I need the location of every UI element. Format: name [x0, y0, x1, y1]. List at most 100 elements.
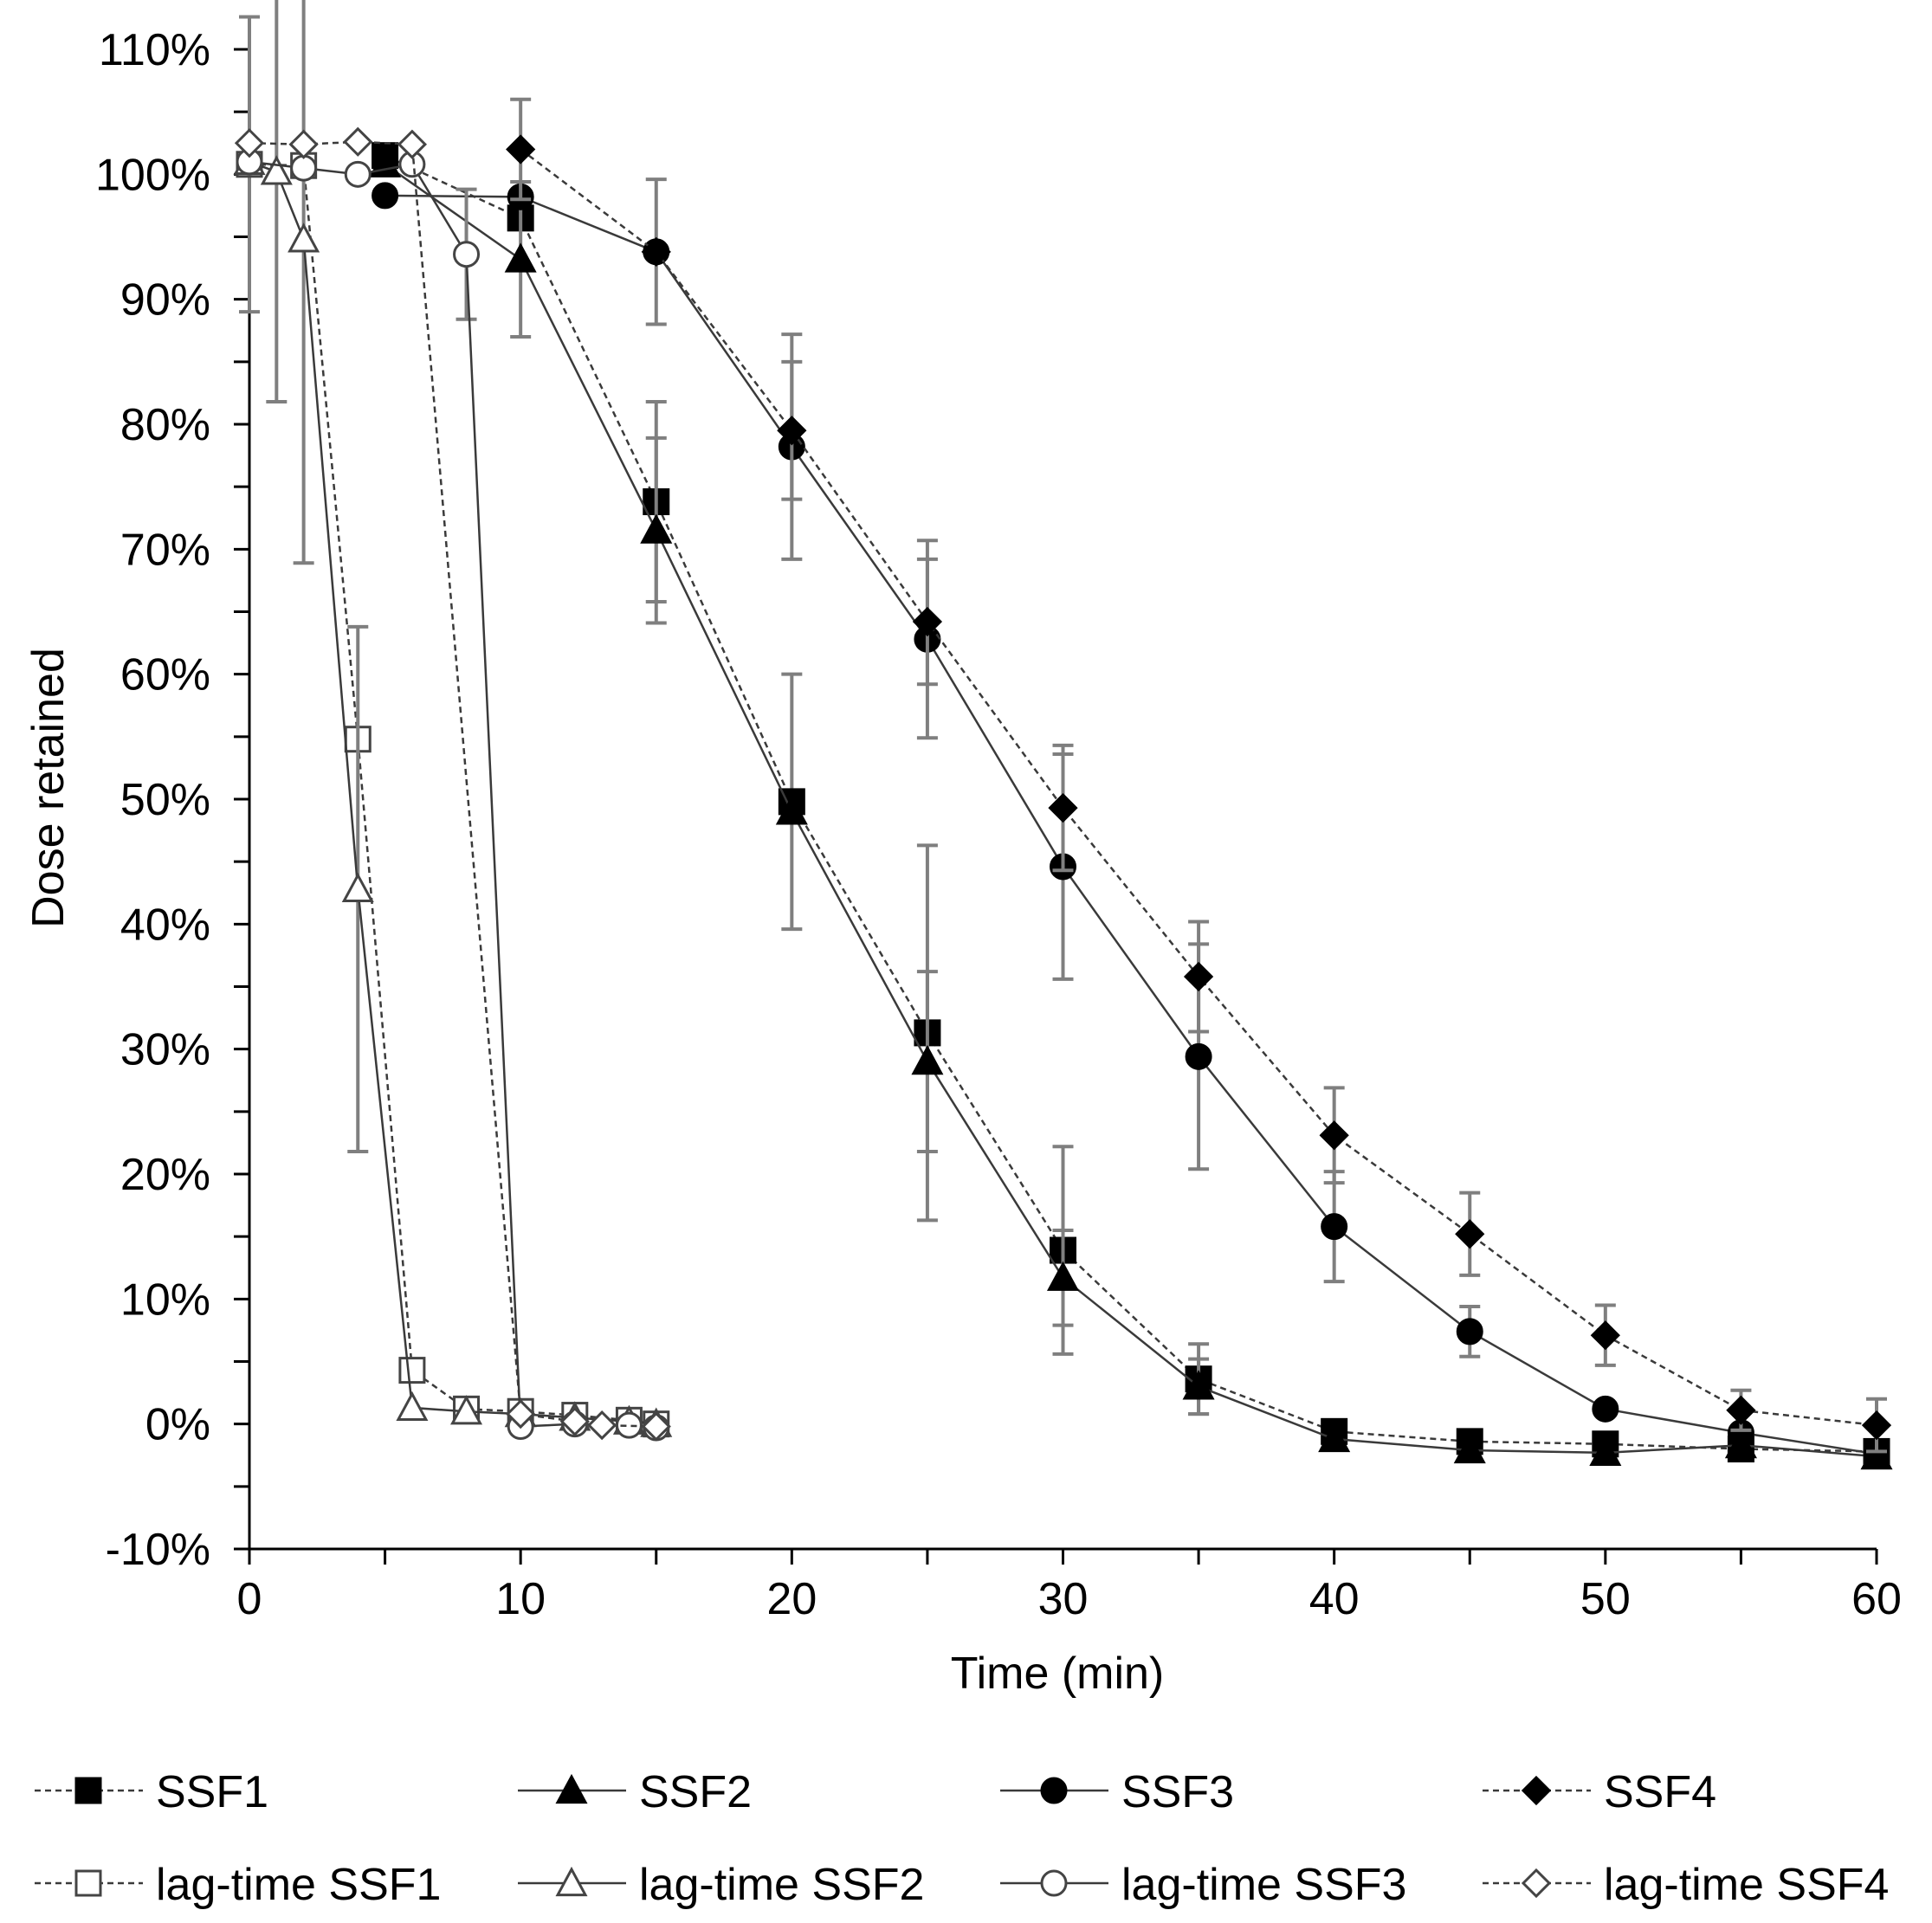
data-point	[288, 223, 320, 253]
y-tick-label: 30%	[120, 1025, 210, 1075]
data-point	[343, 126, 373, 157]
series-lag-time-ssf2	[233, 0, 673, 1437]
x-tick-label: 10	[495, 1574, 546, 1624]
data-point	[775, 795, 808, 825]
data-point	[506, 134, 536, 165]
series-line	[384, 194, 1877, 1455]
legend-label: lag-time SSF1	[156, 1860, 441, 1910]
y-tick-label: 10%	[120, 1274, 210, 1325]
data-point	[1861, 1410, 1892, 1441]
data-point	[506, 1398, 536, 1429]
y-tick-label: 20%	[120, 1150, 210, 1200]
data-point	[398, 1357, 426, 1384]
x-tick-label: 40	[1309, 1574, 1360, 1624]
data-point	[1453, 1433, 1486, 1464]
legend-item: SSF3	[1000, 1767, 1234, 1817]
data-point	[288, 129, 319, 159]
y-axis-title: Dose retained	[23, 648, 74, 928]
x-tick-label: 60	[1851, 1574, 1902, 1624]
data-point	[1455, 1219, 1485, 1249]
data-point	[504, 242, 537, 273]
data-point	[1589, 1436, 1622, 1466]
legend: SSF1 SSF2 SSF3 SSF4 lag-time SSF1 lag-time SS…	[35, 1767, 1889, 1910]
data-point	[777, 416, 807, 446]
legend-marker	[555, 1866, 588, 1897]
data-point	[1185, 1042, 1212, 1070]
series-ssf1	[372, 142, 1890, 1465]
x-tick-label: 0	[237, 1574, 262, 1624]
series-line	[249, 140, 656, 1428]
legend-label: SSF3	[1121, 1767, 1234, 1817]
x-tick-label: 30	[1038, 1574, 1089, 1624]
data-point	[341, 872, 374, 903]
series-ssf4	[506, 97, 1892, 1454]
axes: -10% 0% 10% 20% 30% 40% 50% 60% 70% 80% 90% 100% 110…	[95, 25, 1902, 1624]
data-point	[397, 129, 428, 159]
data-point	[586, 1410, 617, 1441]
y-tick-label: 50%	[120, 775, 210, 825]
data-point	[450, 1395, 483, 1425]
data-point	[911, 1044, 944, 1075]
data-point	[1319, 1120, 1349, 1151]
series-line	[384, 163, 1877, 1458]
legend-label: SSF4	[1604, 1767, 1716, 1817]
y-tick-label: 80%	[120, 400, 210, 450]
legend-marker	[1040, 1777, 1068, 1804]
data-point	[641, 236, 671, 267]
data-point	[1318, 1422, 1351, 1453]
legend-marker	[1521, 1868, 1552, 1899]
data-point	[1726, 1395, 1756, 1425]
legend-item: lag-time SSF1	[35, 1860, 441, 1910]
data-point	[260, 155, 293, 185]
data-point	[559, 1406, 590, 1436]
data-point	[1590, 1320, 1620, 1351]
data-point	[640, 513, 673, 544]
data-point	[912, 606, 943, 637]
legend-marker	[1521, 1775, 1552, 1806]
series-line	[384, 154, 1877, 1453]
legend-item: SSF1	[35, 1767, 268, 1817]
series-line	[249, 163, 656, 1425]
series-line	[249, 160, 656, 1429]
legend-item: SSF4	[1483, 1767, 1716, 1817]
x-axis-title: Time (min)	[951, 1649, 1165, 1699]
legend-marker	[1040, 1869, 1068, 1897]
series-line	[249, 160, 656, 1425]
legend-item: lag-time SSF4	[1483, 1860, 1889, 1910]
legend-marker	[74, 1869, 102, 1897]
legend-marker	[555, 1773, 588, 1804]
legend-label: lag-time SSF4	[1604, 1860, 1889, 1910]
series-line	[520, 148, 1877, 1427]
legend-label: lag-time SSF2	[639, 1860, 924, 1910]
y-tick-label: 0%	[145, 1400, 210, 1450]
x-tick-label: 50	[1580, 1574, 1631, 1624]
plot-area	[233, 0, 1893, 1470]
legend-label: SSF1	[156, 1767, 268, 1817]
legend-item: lag-time SSF3	[1000, 1860, 1406, 1910]
y-tick-label: 70%	[120, 525, 210, 575]
legend-label: lag-time SSF3	[1121, 1860, 1406, 1910]
legend-item: SSF2	[518, 1767, 752, 1817]
series-ssf2	[369, 147, 1893, 1470]
data-point	[1321, 1213, 1348, 1241]
series-ssf3	[372, 177, 1890, 1468]
y-tick-label: 90%	[120, 275, 210, 326]
data-point	[615, 1411, 643, 1439]
y-tick-label: 60%	[120, 650, 210, 700]
y-tick-label: 100%	[95, 150, 210, 200]
data-point	[1048, 792, 1078, 823]
y-tick-label: -10%	[106, 1525, 210, 1575]
data-point	[1182, 1370, 1215, 1400]
data-point	[372, 182, 399, 210]
data-point	[1183, 961, 1214, 992]
data-point	[290, 154, 318, 182]
data-point	[396, 1391, 429, 1422]
data-point	[1592, 1395, 1619, 1423]
series-lag-time-ssf4	[234, 126, 671, 1442]
y-tick-label: 110%	[99, 25, 210, 75]
data-point	[1456, 1318, 1483, 1345]
legend-marker	[74, 1777, 102, 1804]
data-point	[234, 128, 265, 158]
legend-label: SSF2	[639, 1767, 752, 1817]
